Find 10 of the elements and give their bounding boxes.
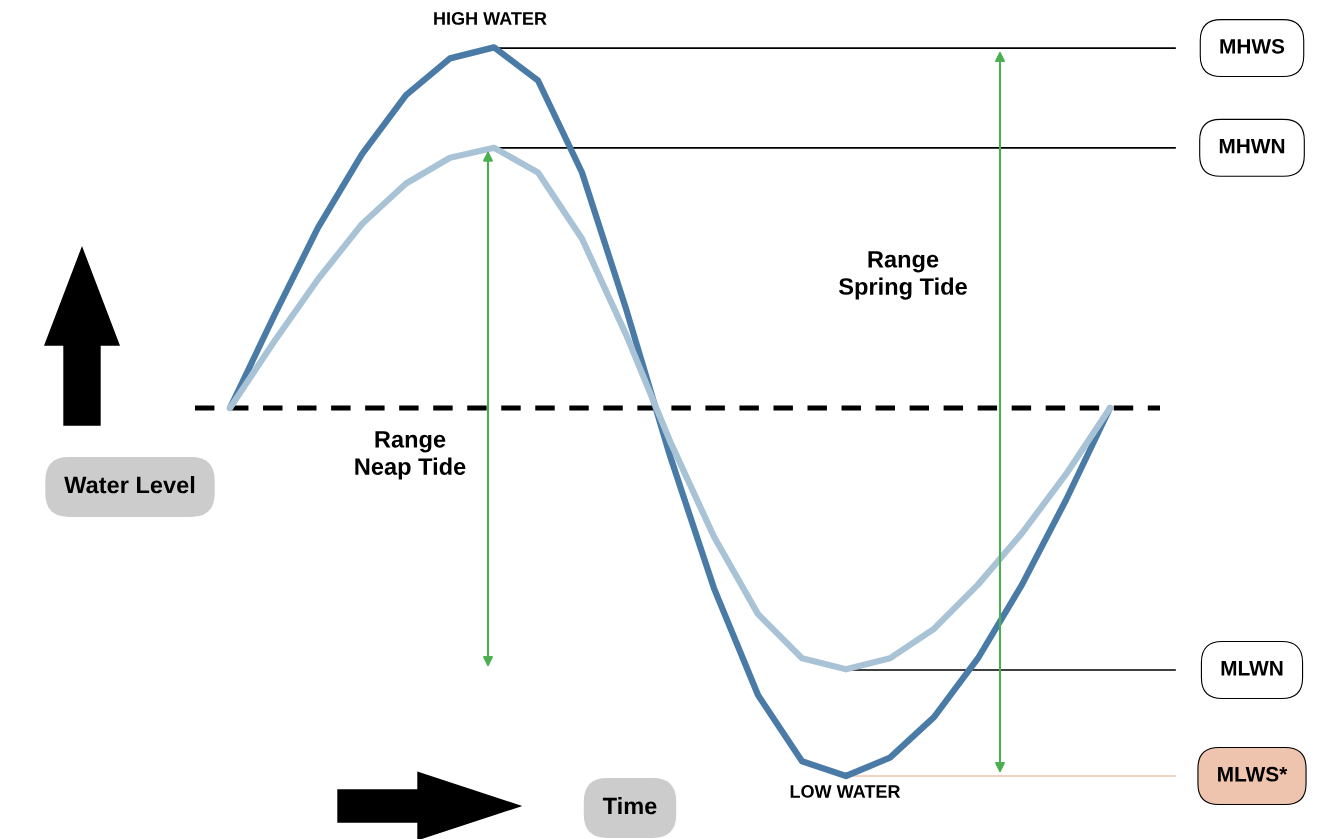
ref-line-label: MHWS	[1220, 38, 1285, 54]
ref-line-label: MLWN	[1221, 661, 1283, 676]
text: LOW WATER	[790, 785, 901, 798]
ref-line-label: MLWS*	[1218, 766, 1288, 782]
x-axis-title: Time	[602, 796, 657, 815]
ref-line-label: MHWN	[1219, 138, 1285, 154]
annotation: Range Neap Tide	[355, 431, 466, 480]
text: HIGH WATER	[434, 12, 547, 25]
annotation: Range Spring Tide	[838, 251, 967, 300]
y-axis-title: Water Level	[64, 475, 195, 494]
